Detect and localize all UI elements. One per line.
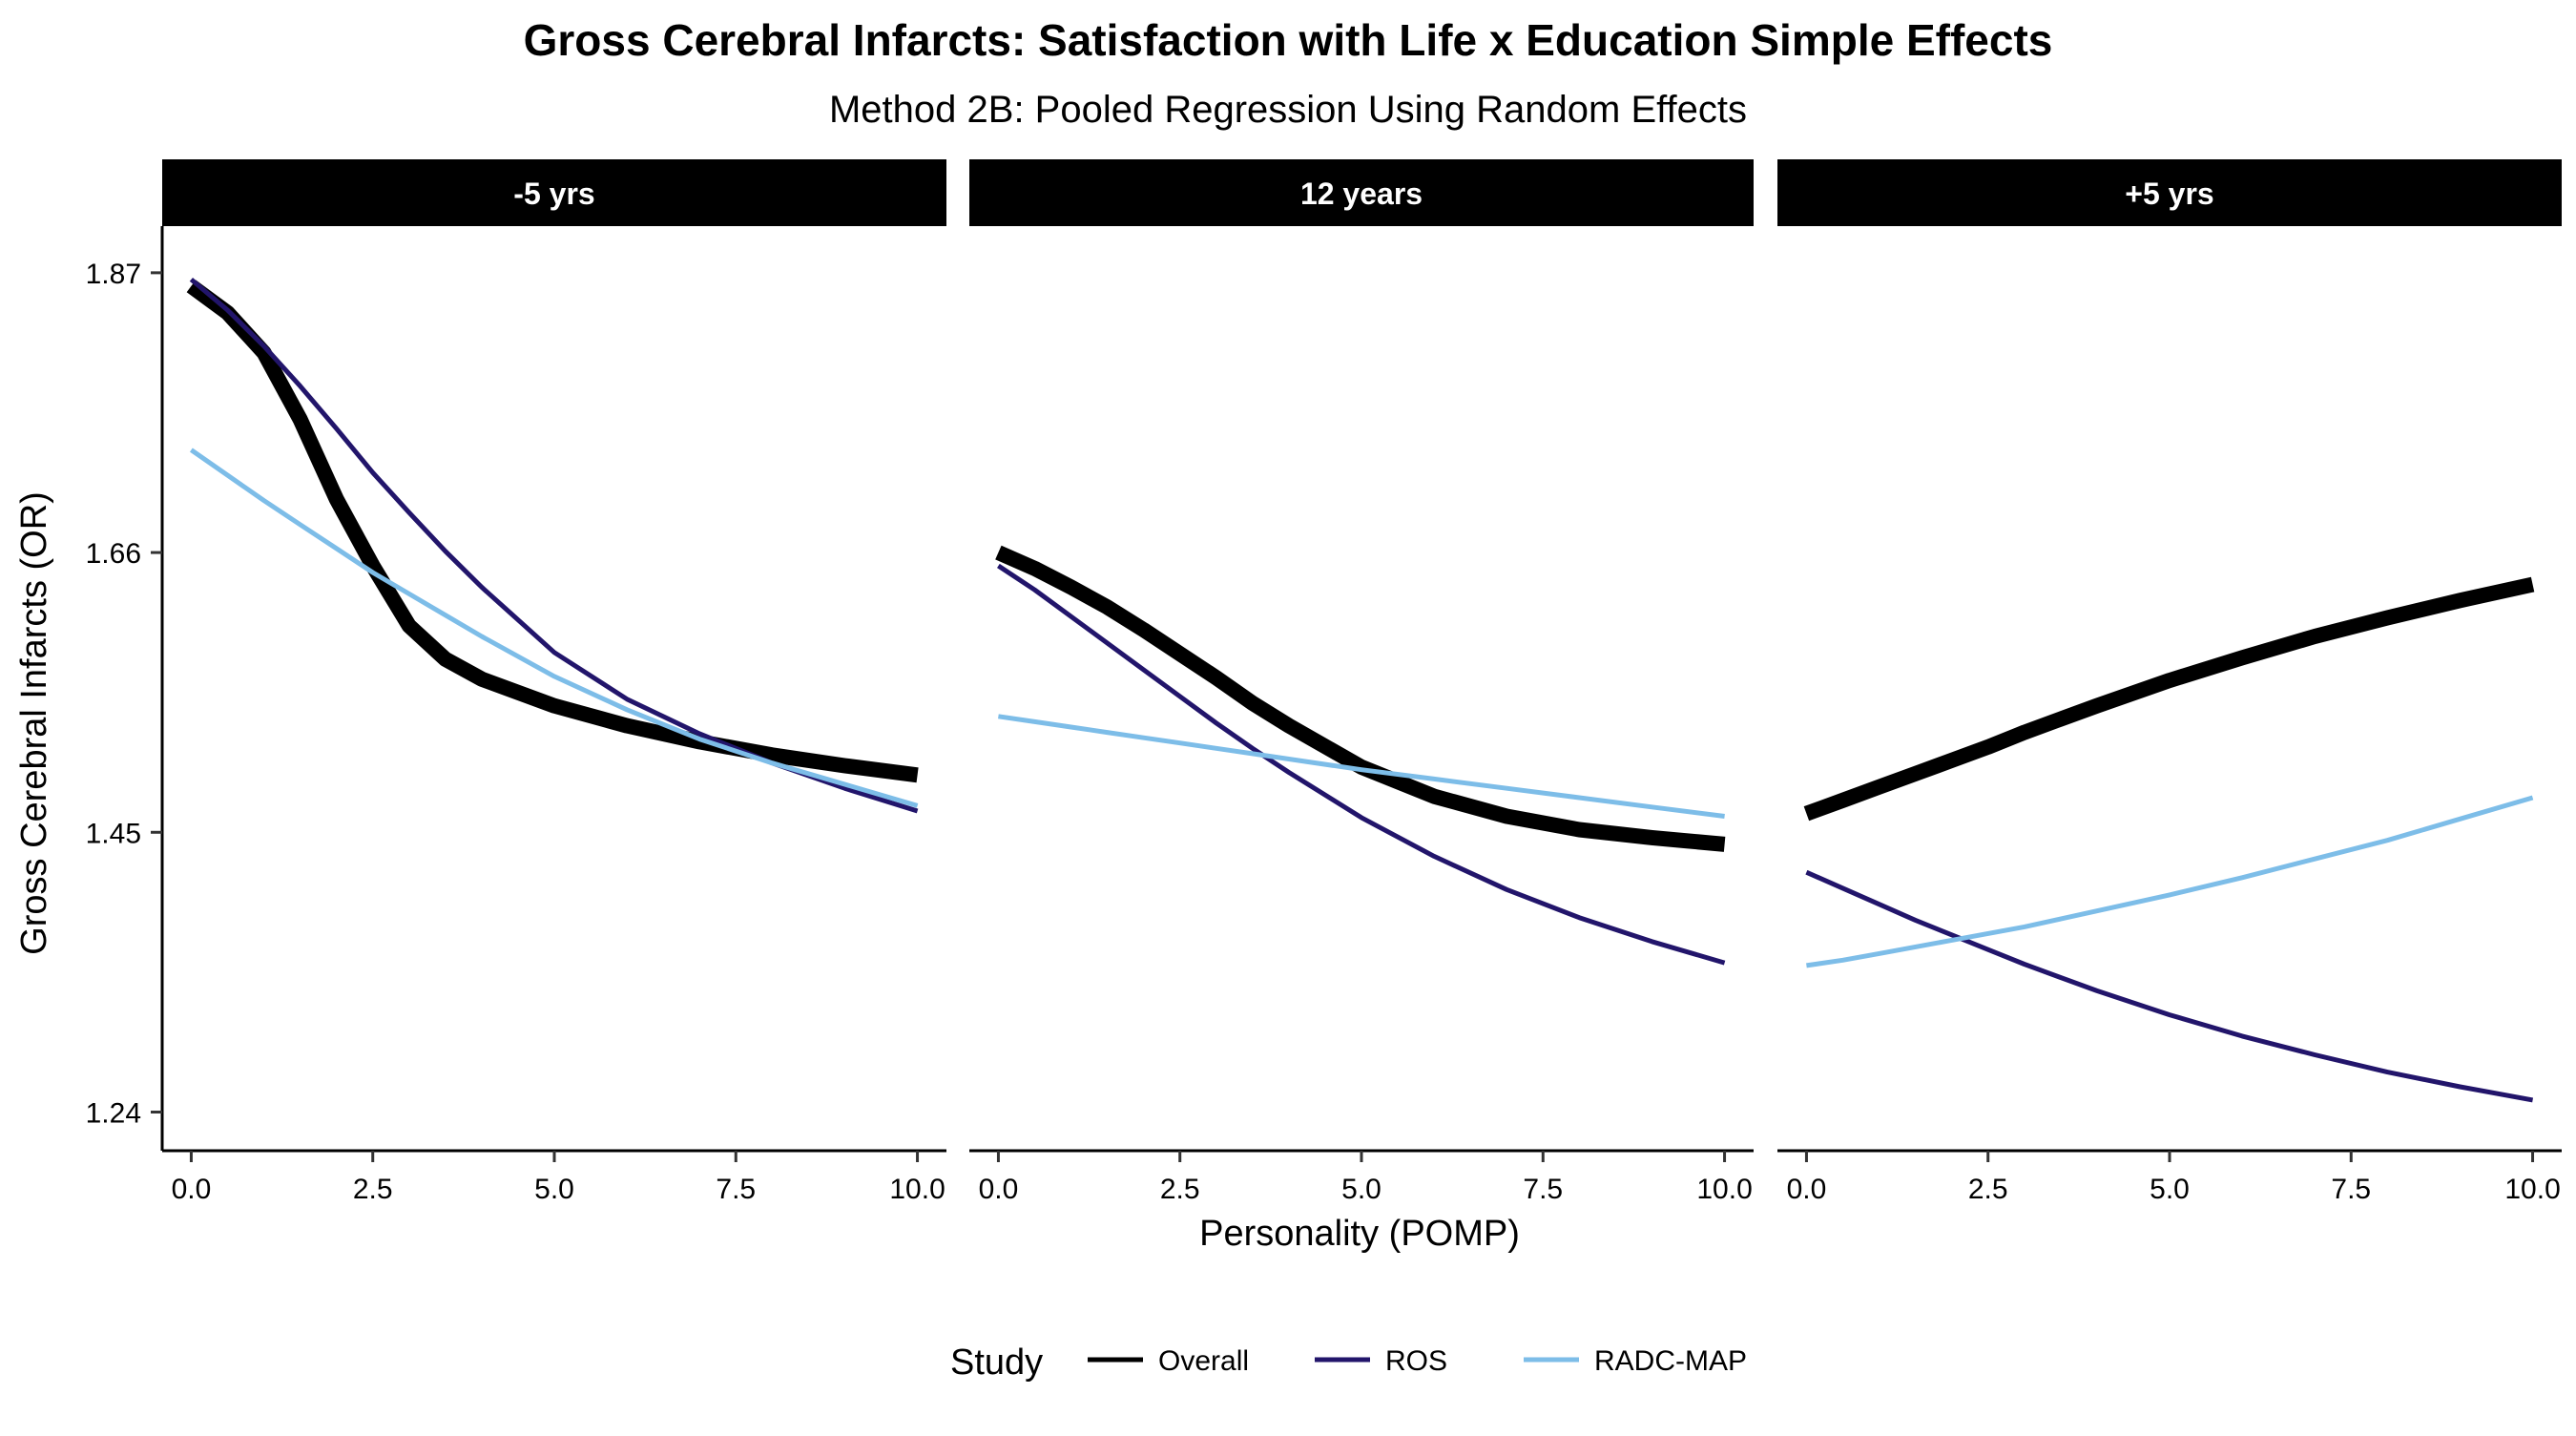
x-tick-label: 5.0 xyxy=(534,1174,574,1205)
chart-title: Gross Cerebral Infarcts: Satisfaction wi… xyxy=(524,15,2053,65)
panel-strip xyxy=(969,159,1754,226)
x-tick-label: 7.5 xyxy=(716,1174,756,1205)
legend-entry-label: ROS xyxy=(1385,1345,1447,1377)
x-tick-label: 10.0 xyxy=(2504,1174,2560,1205)
panel-strip-label: 12 years xyxy=(1300,177,1423,211)
series-line-radc-map xyxy=(1806,795,2534,968)
legend-title: Study xyxy=(950,1342,1043,1383)
y-tick-label: 1.24 xyxy=(86,1098,141,1130)
x-tick-label: 5.0 xyxy=(1341,1174,1381,1205)
panel-strip-label: -5 yrs xyxy=(513,177,594,211)
panel-3: +5 yrs 0.0 2.5 5.0 7.5 10.0 xyxy=(1777,159,2562,1205)
panel-strip xyxy=(1777,159,2562,226)
panel-2: 12 years 0.0 2.5 5.0 7.5 10.0 xyxy=(969,159,1754,1205)
x-tick-label: 10.0 xyxy=(1696,1174,1752,1205)
legend: Study Overall ROS RADC-MAP xyxy=(950,1342,1747,1383)
y-tick-label: 1.87 xyxy=(86,259,141,290)
panels-layer: -5 yrs 0.0 2.5 5.0 7.5 10.0 1.24 1.45 1.66 1.87 12… xyxy=(86,159,2562,1205)
x-tick-label: 2.5 xyxy=(1968,1174,2008,1205)
x-axis-title: Personality (POMP) xyxy=(1199,1214,1520,1254)
x-tick-label: 0.0 xyxy=(172,1174,212,1205)
series-line-radc-map xyxy=(189,447,919,808)
series-line-overall xyxy=(186,280,919,783)
y-tick-label: 1.45 xyxy=(86,818,141,849)
legend-entry-label: Overall xyxy=(1158,1345,1249,1377)
panel-1: -5 yrs 0.0 2.5 5.0 7.5 10.0 1.24 1.45 1.66 1.87 xyxy=(86,159,946,1205)
x-tick-label: 2.5 xyxy=(353,1174,393,1205)
series-line-radc-map xyxy=(998,714,1725,819)
x-tick-label: 7.5 xyxy=(2331,1174,2371,1205)
panel-strip-label: +5 yrs xyxy=(2125,177,2213,211)
x-tick-label: 0.0 xyxy=(979,1174,1019,1205)
chart-subtitle: Method 2B: Pooled Regression Using Rando… xyxy=(829,89,1747,131)
panel-strip xyxy=(162,159,946,226)
x-tick-label: 5.0 xyxy=(2150,1174,2190,1205)
x-tick-label: 2.5 xyxy=(1160,1174,1200,1205)
series-line-ros xyxy=(997,563,1726,966)
y-axis-title: Gross Cerebral Infarcts (OR) xyxy=(14,491,54,955)
legend-entry-label: RADC-MAP xyxy=(1594,1345,1747,1377)
x-tick-label: 0.0 xyxy=(1787,1174,1827,1205)
series-line-ros xyxy=(1805,869,2534,1103)
x-tick-label: 10.0 xyxy=(889,1174,945,1205)
series-line-overall xyxy=(995,545,1726,852)
x-tick-label: 7.5 xyxy=(1523,1174,1563,1205)
series-line-overall xyxy=(1803,576,2535,822)
y-tick-label: 1.66 xyxy=(86,538,141,570)
